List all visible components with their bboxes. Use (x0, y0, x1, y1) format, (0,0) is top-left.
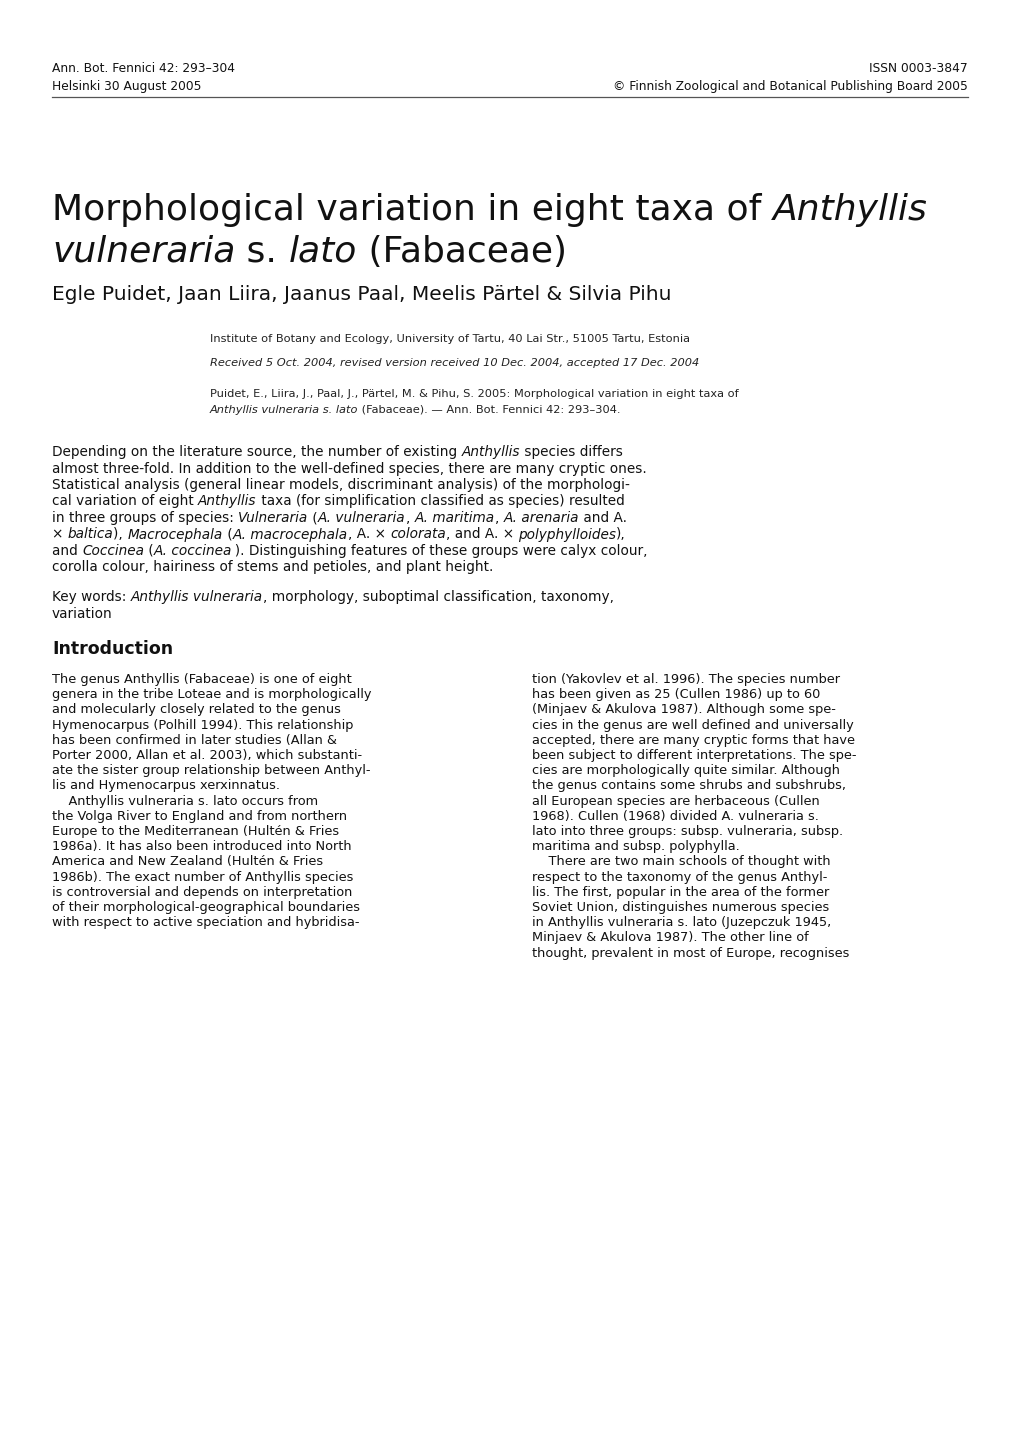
Text: Anthyllis vulneraria s. lato occurs from: Anthyllis vulneraria s. lato occurs from (52, 794, 318, 807)
Text: maritima and subsp. polyphylla.: maritima and subsp. polyphylla. (532, 840, 739, 853)
Text: 1968). Cullen (1968) divided A. vulneraria s.: 1968). Cullen (1968) divided A. vulnerar… (532, 810, 818, 823)
Text: Key words:: Key words: (52, 589, 130, 604)
Text: Helsinki 30 August 2005: Helsinki 30 August 2005 (52, 80, 202, 93)
Text: 1986a). It has also been introduced into North: 1986a). It has also been introduced into… (52, 840, 352, 853)
Text: Ann. Bot. Fennici 42: 293–304: Ann. Bot. Fennici 42: 293–304 (52, 62, 234, 75)
Text: baltica: baltica (67, 528, 113, 542)
Text: (: ( (223, 528, 232, 542)
Text: Anthyllis vulneraria: Anthyllis vulneraria (130, 589, 263, 604)
Text: Morphological variation in eight taxa of: Morphological variation in eight taxa of (52, 194, 772, 227)
Text: (: ( (144, 543, 154, 558)
Text: Anthyllis: Anthyllis (198, 495, 257, 509)
Text: lis. The first, popular in the area of the former: lis. The first, popular in the area of t… (532, 886, 828, 899)
Text: The genus Anthyllis (Fabaceae) is one of eight: The genus Anthyllis (Fabaceae) is one of… (52, 673, 352, 685)
Text: © Finnish Zoological and Botanical Publishing Board 2005: © Finnish Zoological and Botanical Publi… (612, 80, 967, 93)
Text: (: ( (308, 511, 318, 525)
Text: Porter 2000, Allan et al. 2003), which substanti-: Porter 2000, Allan et al. 2003), which s… (52, 749, 362, 761)
Text: A. coccinea: A. coccinea (154, 543, 232, 558)
Text: , and A. ×: , and A. × (445, 528, 518, 542)
Text: A. vulneraria: A. vulneraria (318, 511, 406, 525)
Text: thought, prevalent in most of Europe, recognises: thought, prevalent in most of Europe, re… (532, 946, 849, 959)
Text: lis and Hymenocarpus xerxinnatus.: lis and Hymenocarpus xerxinnatus. (52, 780, 280, 793)
Text: ),: ), (615, 528, 626, 542)
Text: the Volga River to England and from northern: the Volga River to England and from nort… (52, 810, 346, 823)
Text: Macrocephala: Macrocephala (127, 528, 223, 542)
Text: cies are morphologically quite similar. Although: cies are morphologically quite similar. … (532, 764, 840, 777)
Text: ,: , (406, 511, 414, 525)
Text: all European species are herbaceous (Cullen: all European species are herbaceous (Cul… (532, 794, 819, 807)
Text: Vulneraria: Vulneraria (238, 511, 308, 525)
Text: (Minjaev & Akulova 1987). Although some spe-: (Minjaev & Akulova 1987). Although some … (532, 704, 835, 717)
Text: Introduction: Introduction (52, 640, 173, 658)
Text: A. arenaria: A. arenaria (503, 511, 579, 525)
Text: lato: lato (288, 235, 357, 270)
Text: ×: × (52, 528, 67, 542)
Text: variation: variation (52, 607, 113, 621)
Text: has been confirmed in later studies (Allan &: has been confirmed in later studies (All… (52, 734, 336, 747)
Text: polyphylloides: polyphylloides (518, 528, 615, 542)
Text: A. maritima: A. maritima (414, 511, 494, 525)
Text: cal variation of eight: cal variation of eight (52, 495, 198, 509)
Text: A. macrocephala: A. macrocephala (232, 528, 347, 542)
Text: of their morphological-geographical boundaries: of their morphological-geographical boun… (52, 901, 360, 913)
Text: Statistical analysis (general linear models, discriminant analysis) of the morph: Statistical analysis (general linear mod… (52, 478, 630, 492)
Text: Puidet, E., Liira, J., Paal, J., Pärtel, M. & Pihu, S. 2005: Morphological varia: Puidet, E., Liira, J., Paal, J., Pärtel,… (210, 389, 738, 399)
Text: colorata: colorata (389, 528, 445, 542)
Text: ). Distinguishing features of these groups were calyx colour,: ). Distinguishing features of these grou… (232, 543, 647, 558)
Text: Europe to the Mediterranean (Hultén & Fries: Europe to the Mediterranean (Hultén & Fr… (52, 825, 338, 837)
Text: Anthyllis: Anthyllis (461, 445, 520, 459)
Text: (Fabaceae). — Ann. Bot. Fennici 42: 293–304.: (Fabaceae). — Ann. Bot. Fennici 42: 293–… (358, 404, 621, 414)
Text: respect to the taxonomy of the genus Anthyl-: respect to the taxonomy of the genus Ant… (532, 870, 826, 883)
Text: 1986b). The exact number of Anthyllis species: 1986b). The exact number of Anthyllis sp… (52, 870, 353, 883)
Text: almost three-fold. In addition to the well-defined species, there are many crypt: almost three-fold. In addition to the we… (52, 462, 646, 476)
Text: lato into three groups: subsp. vulneraria, subsp.: lato into three groups: subsp. vulnerari… (532, 825, 843, 837)
Text: Depending on the literature source, the number of existing: Depending on the literature source, the … (52, 445, 461, 459)
Text: has been given as 25 (Cullen 1986) up to 60: has been given as 25 (Cullen 1986) up to… (532, 688, 819, 701)
Text: been subject to different interpretations. The spe-: been subject to different interpretation… (532, 749, 856, 761)
Text: is controversial and depends on interpretation: is controversial and depends on interpre… (52, 886, 352, 899)
Text: Received 5 Oct. 2004, revised version received 10 Dec. 2004, accepted 17 Dec. 20: Received 5 Oct. 2004, revised version re… (210, 358, 699, 369)
Text: genera in the tribe Loteae and is morphologically: genera in the tribe Loteae and is morpho… (52, 688, 371, 701)
Text: and: and (52, 543, 83, 558)
Text: Minjaev & Akulova 1987). The other line of: Minjaev & Akulova 1987). The other line … (532, 932, 808, 945)
Text: There are two main schools of thought with: There are two main schools of thought wi… (532, 856, 829, 869)
Text: (Fabaceae): (Fabaceae) (357, 235, 567, 270)
Text: corolla colour, hairiness of stems and petioles, and plant height.: corolla colour, hairiness of stems and p… (52, 561, 493, 575)
Text: and A.: and A. (579, 511, 627, 525)
Text: Anthyllis vulneraria s. lato: Anthyllis vulneraria s. lato (210, 404, 358, 414)
Text: , morphology, suboptimal classification, taxonomy,: , morphology, suboptimal classification,… (263, 589, 613, 604)
Text: Egle Puidet, Jaan Liira, Jaanus Paal, Meelis Pärtel & Silvia Pihu: Egle Puidet, Jaan Liira, Jaanus Paal, Me… (52, 285, 671, 304)
Text: , A. ×: , A. × (347, 528, 389, 542)
Text: vulneraria: vulneraria (52, 235, 235, 270)
Text: Anthyllis: Anthyllis (772, 194, 927, 227)
Text: ISSN 0003-3847: ISSN 0003-3847 (868, 62, 967, 75)
Text: in three groups of species:: in three groups of species: (52, 511, 238, 525)
Text: cies in the genus are well defined and universally: cies in the genus are well defined and u… (532, 718, 853, 731)
Text: and molecularly closely related to the genus: and molecularly closely related to the g… (52, 704, 340, 717)
Text: taxa (for simplification classified as species) resulted: taxa (for simplification classified as s… (257, 495, 624, 509)
Text: Hymenocarpus (Polhill 1994). This relationship: Hymenocarpus (Polhill 1994). This relati… (52, 718, 353, 731)
Text: in Anthyllis vulneraria s. lato (Juzepczuk 1945,: in Anthyllis vulneraria s. lato (Juzepcz… (532, 916, 830, 929)
Text: s.: s. (235, 235, 288, 270)
Text: Coccinea: Coccinea (83, 543, 144, 558)
Text: accepted, there are many cryptic forms that have: accepted, there are many cryptic forms t… (532, 734, 854, 747)
Text: ate the sister group relationship between Anthyl-: ate the sister group relationship betwee… (52, 764, 370, 777)
Text: America and New Zealand (Hultén & Fries: America and New Zealand (Hultén & Fries (52, 856, 323, 869)
Text: Institute of Botany and Ecology, University of Tartu, 40 Lai Str., 51005 Tartu, : Institute of Botany and Ecology, Univers… (210, 334, 689, 344)
Text: Soviet Union, distinguishes numerous species: Soviet Union, distinguishes numerous spe… (532, 901, 828, 913)
Text: with respect to active speciation and hybridisa-: with respect to active speciation and hy… (52, 916, 359, 929)
Text: tion (Yakovlev et al. 1996). The species number: tion (Yakovlev et al. 1996). The species… (532, 673, 840, 685)
Text: the genus contains some shrubs and subshrubs,: the genus contains some shrubs and subsh… (532, 780, 845, 793)
Text: ,: , (494, 511, 503, 525)
Text: species differs: species differs (520, 445, 623, 459)
Text: ),: ), (113, 528, 127, 542)
